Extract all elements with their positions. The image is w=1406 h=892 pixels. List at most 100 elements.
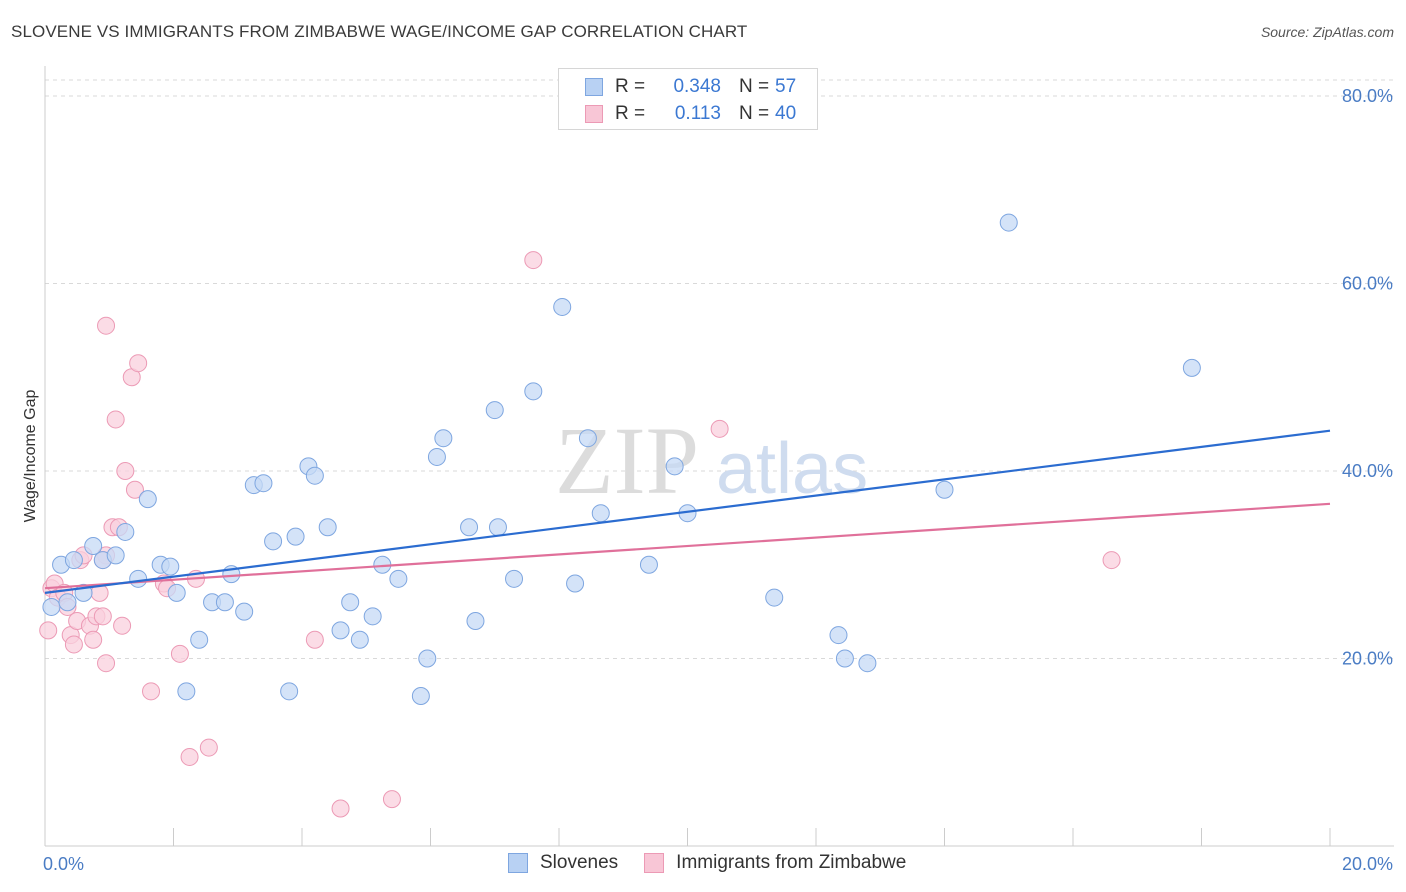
point-zimbabwe [113,616,132,635]
point-slovene [835,649,854,668]
point-slovene [305,466,324,485]
point-slovene [999,213,1018,232]
point-zimbabwe [84,630,103,649]
y-tick-label: 80.0% [1342,86,1393,106]
legend-row-zimbabwe: R = 0.113 N = 40 [585,103,796,125]
point-zimbabwe [64,635,83,654]
point-slovene [466,612,485,630]
point-slovene [665,457,684,476]
legend-r-value: 0.348 [673,76,721,97]
legend-swatch-zimbabwe [644,853,665,873]
legend-swatch-slovenes [508,853,528,873]
point-zimbabwe [170,644,189,663]
point-slovene [280,682,299,701]
point-zimbabwe [116,462,135,480]
point-slovene [331,621,350,640]
point-slovene [1182,358,1201,377]
point-slovene [553,297,572,316]
point-zimbabwe [97,316,116,335]
point-zimbabwe [1102,551,1121,570]
point-slovene [58,593,77,612]
legend-n-label: N = [739,76,770,97]
y-tick-label: 60.0% [1342,274,1393,294]
source-label: Source: ZipAtlas.com [1260,24,1394,40]
points-slovenes [42,213,1201,705]
legend-r-label: R = [615,76,646,97]
point-slovene [42,597,61,616]
point-slovene [286,527,305,546]
trend-lines [44,429,1331,594]
point-slovene [591,504,610,523]
legend-item-zimbabwe[interactable]: Immigrants from Zimbabwe [644,852,906,874]
point-slovene [235,602,254,621]
tick-labels: 20.0% 40.0% 60.0% 80.0% 0.0% 20.0% [43,86,1393,874]
watermark-atlas: atlas [716,429,868,509]
point-slovene [829,626,848,645]
point-slovene [488,518,507,537]
legend-r-value: 0.113 [674,103,721,124]
point-slovene [639,555,658,574]
point-zimbabwe [97,654,116,673]
point-slovene [524,382,543,401]
point-slovene [434,429,453,448]
legend-n-label: N = [739,103,770,124]
legend-row-slovenes: R = 0.348 N = 57 [585,76,796,98]
y-tick-label: 20.0% [1342,649,1393,669]
point-slovene [177,682,196,701]
point-slovene [566,574,585,593]
point-slovene [427,447,446,466]
point-zimbabwe [142,682,161,701]
point-zimbabwe [125,480,144,499]
point-zimbabwe [106,410,125,429]
point-slovene [350,630,369,649]
bottom-legend: Slovenes Immigrants from Zimbabwe [508,852,932,874]
point-zimbabwe [305,630,324,649]
point-slovene [129,569,148,588]
point-slovene [858,654,877,673]
point-zimbabwe [524,251,543,270]
point-zimbabwe [129,354,148,373]
legend-item-slovenes[interactable]: Slovenes [508,852,618,874]
x-tick-label: 0.0% [43,854,84,874]
point-zimbabwe [331,799,350,818]
legend-box: R = 0.348 N = 57 R = 0.113 N = 40 [558,68,818,130]
point-slovene [215,593,234,612]
point-slovene [935,480,954,499]
point-slovene [411,687,430,705]
point-slovene [318,518,337,537]
point-zimbabwe [180,747,199,766]
point-slovene [460,518,479,537]
point-slovene [765,588,784,607]
legend-swatch-slovenes [585,78,603,96]
legend-label-slovenes: Slovenes [540,852,619,873]
point-zimbabwe [199,738,218,757]
point-slovene [116,522,135,541]
point-zimbabwe [710,419,729,438]
legend-r-label: R = [615,103,646,124]
point-slovene [363,607,382,626]
point-slovene [264,532,283,551]
legend-label-zimbabwe: Immigrants from Zimbabwe [676,852,907,873]
chart-title: SLOVENE VS IMMIGRANTS FROM ZIMBABWE WAGE… [11,22,748,41]
point-slovene [485,401,504,420]
legend-n-value: 40 [775,103,797,124]
point-slovene [418,649,437,668]
trendline-zimbabwe [44,502,1331,590]
point-slovene [389,569,408,588]
point-zimbabwe [39,621,58,640]
point-slovene [505,569,524,588]
legend-swatch-zimbabwe [585,105,603,123]
point-slovene [106,546,125,565]
point-slovene [254,474,273,493]
points-immigrants-zimbabwe [39,251,1121,818]
point-slovene [578,429,597,448]
point-slovene [64,551,83,570]
trendline-slovenes [44,429,1331,594]
point-slovene [190,630,209,649]
point-slovene [84,537,103,555]
point-zimbabwe [382,790,401,809]
point-slovene [161,557,180,576]
point-slovene [341,593,360,612]
y-tick-label: 40.0% [1342,461,1393,481]
